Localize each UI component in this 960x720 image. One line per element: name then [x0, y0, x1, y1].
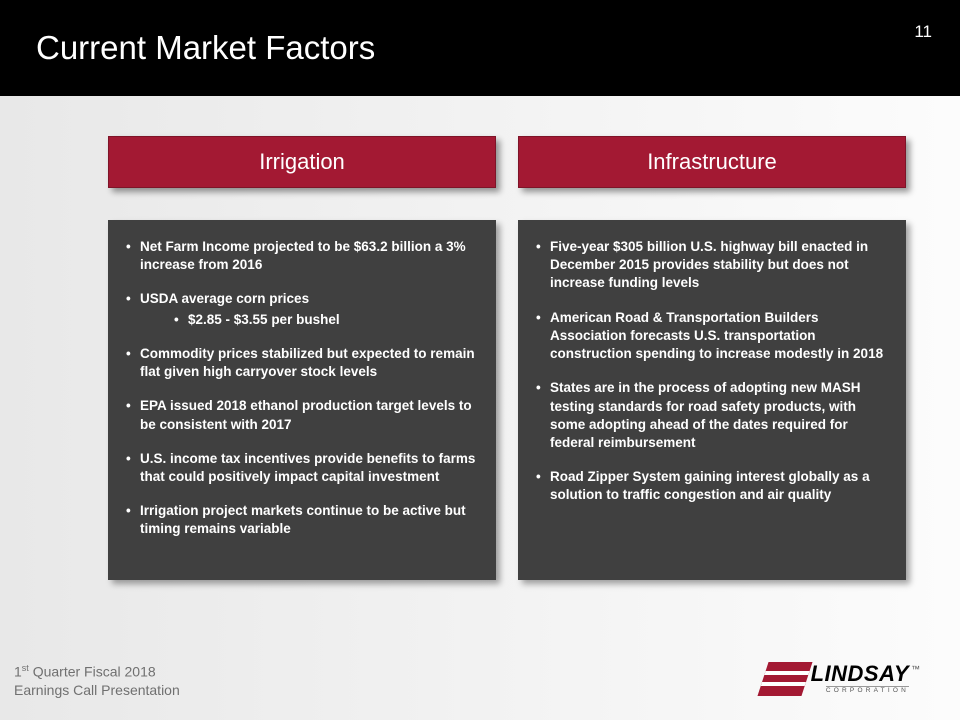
list-item-text: USDA average corn prices: [140, 291, 309, 306]
logo-subtitle: CORPORATION: [826, 686, 909, 695]
slide-title: Current Market Factors: [36, 29, 375, 67]
list-item-text: Net Farm Income projected to be $63.2 bi…: [140, 239, 466, 272]
footer-line1-post: Quarter Fiscal 2018: [29, 663, 156, 679]
list-item: American Road & Transportation Builders …: [534, 309, 886, 364]
logo-trademark: ™: [911, 664, 920, 674]
list-item-text: Irrigation project markets continue to b…: [140, 503, 466, 536]
list-item-text: States are in the process of adopting ne…: [550, 380, 861, 450]
footer-line-2: Earnings Call Presentation: [14, 681, 180, 700]
logo-mark-icon: [757, 662, 812, 696]
column-infrastructure: Infrastructure Five-year $305 billion U.…: [518, 136, 906, 580]
content-columns: Irrigation Net Farm Income projected to …: [0, 96, 960, 580]
list-item: Road Zipper System gaining interest glob…: [534, 468, 886, 504]
list-item: States are in the process of adopting ne…: [534, 379, 886, 452]
slide-header: Current Market Factors 11: [0, 0, 960, 96]
footer-line1-pre: 1: [14, 663, 22, 679]
list-subitem-text: $2.85 - $3.55 per bushel: [188, 312, 340, 327]
list-item: Irrigation project markets continue to b…: [124, 502, 476, 538]
list-item-text: Five-year $305 billion U.S. highway bill…: [550, 239, 868, 290]
column-irrigation: Irrigation Net Farm Income projected to …: [108, 136, 496, 580]
slide-footer: 1st Quarter Fiscal 2018 Earnings Call Pr…: [14, 662, 180, 700]
column-body-irrigation: Net Farm Income projected to be $63.2 bi…: [108, 220, 496, 580]
footer-line1-sup: st: [22, 663, 29, 673]
column-body-infrastructure: Five-year $305 billion U.S. highway bill…: [518, 220, 906, 580]
list-subitem: $2.85 - $3.55 per bushel: [140, 311, 476, 329]
list-item: Commodity prices stabilized but expected…: [124, 345, 476, 381]
column-heading-irrigation: Irrigation: [108, 136, 496, 188]
list-item-text: EPA issued 2018 ethanol production targe…: [140, 398, 472, 431]
list-item-text: Commodity prices stabilized but expected…: [140, 346, 475, 379]
list-item: USDA average corn prices $2.85 - $3.55 p…: [124, 290, 476, 328]
list-item: EPA issued 2018 ethanol production targe…: [124, 397, 476, 433]
logo-name: LINDSAY: [811, 663, 909, 685]
column-heading-infrastructure: Infrastructure: [518, 136, 906, 188]
list-item: Five-year $305 billion U.S. highway bill…: [534, 238, 886, 293]
footer-line-1: 1st Quarter Fiscal 2018: [14, 662, 180, 682]
company-logo: LINDSAY CORPORATION ™: [763, 662, 920, 696]
logo-text: LINDSAY CORPORATION: [811, 663, 909, 695]
list-item-text: American Road & Transportation Builders …: [550, 310, 883, 361]
list-item-text: Road Zipper System gaining interest glob…: [550, 469, 870, 502]
list-item: Net Farm Income projected to be $63.2 bi…: [124, 238, 476, 274]
page-number: 11: [914, 22, 932, 42]
list-item: U.S. income tax incentives provide benef…: [124, 450, 476, 486]
list-item-text: U.S. income tax incentives provide benef…: [140, 451, 475, 484]
